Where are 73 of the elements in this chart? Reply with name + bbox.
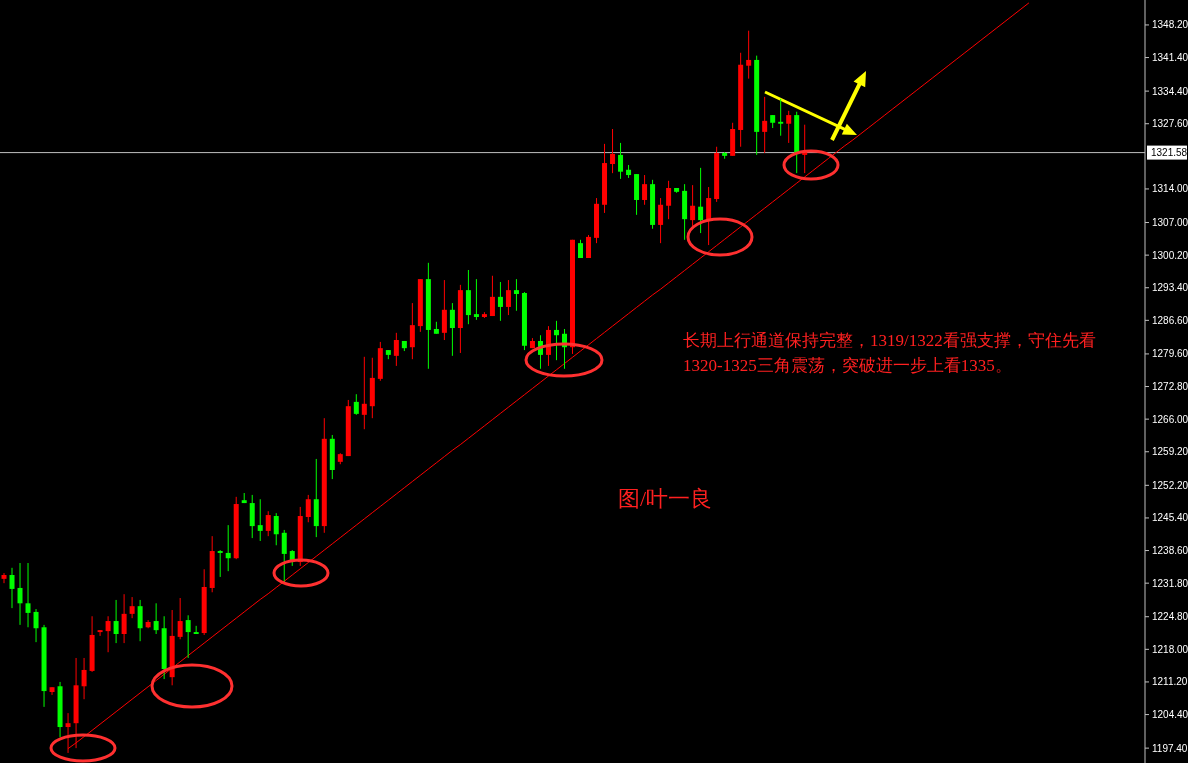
y-tick-label: 1348.20 xyxy=(1152,19,1188,31)
candlestick xyxy=(746,30,752,80)
y-tick-label: 1204.40 xyxy=(1152,709,1188,721)
candlestick xyxy=(121,593,127,644)
candlestick xyxy=(113,599,119,644)
candlestick xyxy=(642,174,648,206)
candlestick xyxy=(441,279,447,341)
y-tick-label: 1314.00 xyxy=(1152,183,1188,195)
y-tick-label: 1252.20 xyxy=(1152,479,1188,491)
y-tick-label: 1293.40 xyxy=(1152,282,1188,294)
candlestick xyxy=(153,602,159,635)
candlestick xyxy=(449,302,455,357)
candlestick xyxy=(1,572,7,584)
candlestick xyxy=(17,562,23,626)
candlestick xyxy=(553,320,559,361)
candlestick xyxy=(97,629,103,637)
candlestick xyxy=(225,524,231,572)
candlestick xyxy=(497,281,503,322)
candlestick xyxy=(81,657,87,700)
candlestick xyxy=(786,110,792,144)
candlestick xyxy=(706,186,712,246)
y-tick-label: 1231.80 xyxy=(1152,577,1188,589)
y-tick-label: 1272.80 xyxy=(1152,381,1188,393)
candlestick xyxy=(353,393,359,416)
y-tick-label: 1211.20 xyxy=(1152,676,1188,688)
candlestick xyxy=(9,567,15,609)
candlestick xyxy=(610,128,616,174)
candlestick xyxy=(25,562,31,628)
candlestick xyxy=(698,167,704,234)
annotation: 长期上行通道保持完整，1319/1322看强支撑，守住先看1320-1325三角震荡，突破进一步上看1335。 xyxy=(683,331,1096,375)
candlestick xyxy=(177,597,183,640)
y-tick-label: 1300.20 xyxy=(1152,249,1188,261)
y-tick-label: 1238.60 xyxy=(1152,545,1188,557)
candlestick xyxy=(409,302,415,360)
candlestick xyxy=(105,615,111,653)
ref-line-label: 1321.58 xyxy=(1151,147,1188,159)
y-tick-label: 1341.40 xyxy=(1152,52,1188,64)
candlestick xyxy=(265,510,271,537)
y-tick-label: 1224.80 xyxy=(1152,611,1188,623)
y-tick-label: 1266.00 xyxy=(1152,413,1188,425)
y-tick-label: 1197.40 xyxy=(1152,742,1188,754)
y-tick-label: 1334.40 xyxy=(1152,85,1188,97)
candlestick xyxy=(33,608,39,643)
line-series xyxy=(67,2,1030,750)
y-tick-label: 1327.60 xyxy=(1152,118,1188,130)
candlestick xyxy=(618,142,624,180)
candlestick xyxy=(281,529,287,583)
candlestick xyxy=(505,279,511,316)
candlestick xyxy=(658,197,664,244)
candlestick xyxy=(129,596,135,619)
candlestick xyxy=(185,614,191,659)
y-tick-label: 1286.60 xyxy=(1152,314,1188,326)
candlestick xyxy=(513,278,519,312)
y-tick-label: 1279.60 xyxy=(1152,348,1188,360)
y-tick-label: 1245.40 xyxy=(1152,512,1188,524)
candlestick xyxy=(257,498,263,542)
candlestick xyxy=(778,98,784,137)
annotation: 图/叶一良 xyxy=(618,486,713,511)
candlestick xyxy=(249,494,255,539)
candlestick xyxy=(690,184,696,227)
candlestick xyxy=(217,549,223,578)
candlestick xyxy=(762,96,768,154)
candlestick xyxy=(137,599,143,642)
y-tick-label: 1218.00 xyxy=(1152,643,1188,655)
candlestick xyxy=(305,494,311,523)
candlestick xyxy=(273,512,279,546)
y-tick-label: 1259.20 xyxy=(1152,446,1188,458)
candlestick xyxy=(393,332,399,367)
candlestick xyxy=(666,180,672,220)
candlestick xyxy=(361,356,367,430)
candlestick xyxy=(473,278,479,321)
candlestick xyxy=(489,275,495,317)
y-tick-label: 1307.00 xyxy=(1152,217,1188,229)
